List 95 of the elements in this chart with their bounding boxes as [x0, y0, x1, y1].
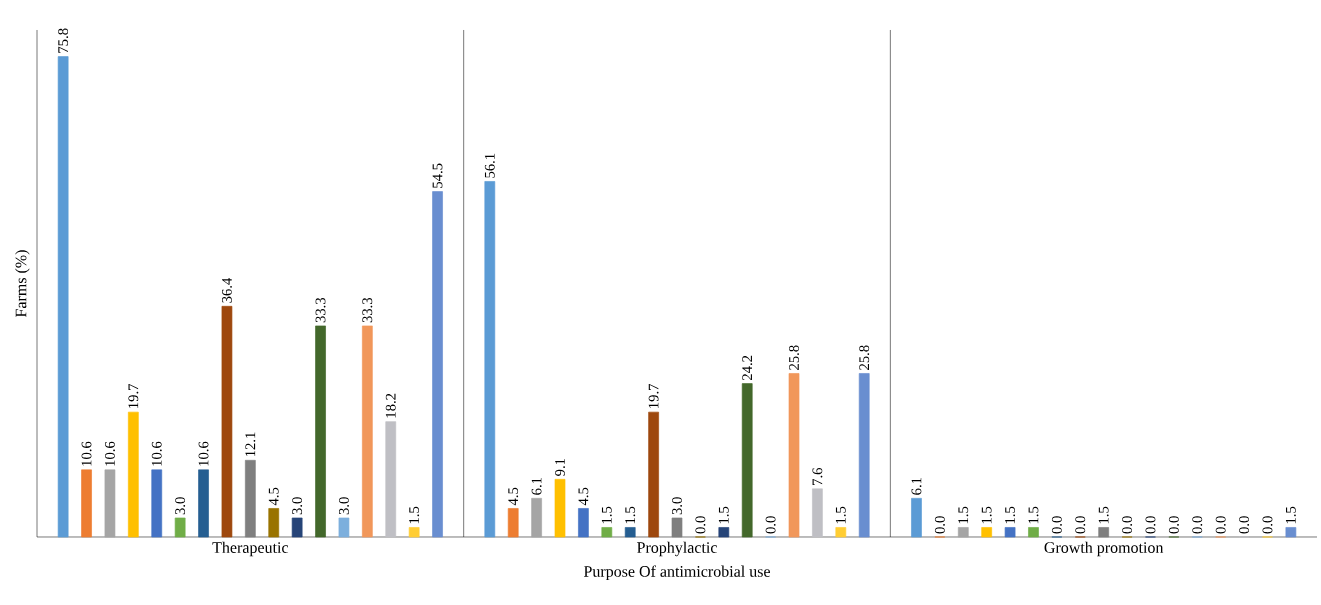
bar [81, 469, 92, 538]
data-label: 1.5 [1098, 506, 1109, 524]
data-label: 0.0 [695, 516, 706, 534]
data-label: 1.5 [625, 506, 636, 524]
data-label: 75.8 [58, 28, 69, 53]
data-label: 0.0 [1262, 516, 1273, 534]
data-label: 0.0 [1192, 516, 1203, 534]
data-label: 0.0 [934, 516, 945, 534]
bar [788, 373, 800, 538]
data-label: 1.5 [1285, 506, 1296, 524]
bar [245, 459, 256, 538]
data-label: 0.0 [1075, 516, 1086, 534]
bar [601, 527, 613, 538]
data-label: 4.5 [508, 487, 519, 506]
x-tick-label: Prophylactic [637, 541, 717, 557]
bar [911, 497, 922, 538]
data-label: 7.6 [812, 467, 823, 485]
data-label: 0.0 [1215, 516, 1226, 534]
bar [1285, 527, 1297, 538]
data-label: 0.0 [765, 516, 776, 534]
bar [624, 527, 636, 538]
bar [507, 508, 519, 538]
bar [291, 517, 303, 538]
data-label: 1.5 [601, 506, 612, 524]
bar [1028, 527, 1039, 538]
data-label: 19.7 [128, 383, 139, 408]
bar [128, 411, 139, 538]
bar [268, 508, 280, 538]
bar [1098, 527, 1110, 538]
bar [221, 305, 233, 538]
data-label: 3.0 [175, 497, 186, 515]
data-label: 56.1 [484, 153, 495, 178]
data-label: 0.0 [1051, 516, 1062, 534]
bar [104, 469, 116, 538]
data-label: 6.1 [911, 477, 922, 495]
bar [718, 527, 730, 538]
data-label: 24.2 [742, 355, 753, 381]
data-label: 3.0 [292, 497, 303, 515]
bar [362, 325, 373, 538]
data-label: 3.0 [338, 497, 349, 515]
bar [484, 181, 496, 538]
data-label: 4.5 [578, 487, 589, 506]
data-label: 0.0 [1122, 516, 1133, 534]
y-axis-title: Farms (%) [15, 250, 30, 318]
bar [812, 488, 823, 538]
bar [198, 469, 209, 538]
data-label: 1.5 [981, 506, 992, 524]
bar [578, 508, 589, 538]
x-tick-label: Growth promotion [1044, 541, 1164, 557]
data-label: 6.1 [531, 477, 542, 495]
bar [671, 517, 683, 538]
data-label: 33.3 [362, 297, 373, 323]
data-label: 1.5 [835, 506, 846, 524]
data-label: 10.6 [81, 441, 92, 466]
data-label: 10.6 [151, 441, 162, 466]
data-label: 54.5 [432, 163, 443, 188]
bar [531, 497, 542, 538]
bar [315, 325, 326, 538]
data-label: 18.2 [385, 393, 396, 418]
x-tick-label: Therapeutic [212, 541, 289, 557]
data-label: 25.8 [859, 345, 870, 370]
data-label: 10.6 [104, 441, 115, 466]
bar [554, 478, 566, 538]
data-label: 36.4 [221, 277, 232, 303]
bar [151, 469, 163, 538]
data-label: 0.0 [1239, 516, 1250, 534]
data-label: 9.1 [555, 458, 565, 476]
data-label: 1.5 [409, 506, 420, 524]
data-label: 1.5 [958, 506, 969, 524]
bar [408, 527, 420, 538]
data-label: 19.7 [648, 383, 659, 408]
bar [835, 527, 847, 538]
data-label: 1.5 [1028, 506, 1039, 524]
bar [957, 527, 969, 538]
bar [741, 383, 753, 538]
data-label: 4.5 [268, 487, 279, 506]
bar [1004, 527, 1016, 538]
data-label: 1.5 [718, 506, 729, 524]
data-label: 0.0 [1168, 516, 1179, 534]
bar [432, 191, 443, 538]
data-label: 1.5 [1005, 506, 1016, 524]
bar [648, 411, 659, 538]
data-label: 12.1 [245, 432, 256, 457]
bar [338, 517, 350, 538]
x-axis-title: Purpose Of antimicrobial use [583, 565, 770, 581]
bar [385, 421, 397, 538]
bar [57, 56, 69, 538]
data-label: 25.8 [789, 345, 799, 370]
data-label: 0.0 [1145, 516, 1156, 534]
data-label: 33.3 [315, 297, 326, 323]
bar [981, 527, 993, 538]
data-label: 10.6 [198, 441, 209, 466]
data-label: 3.0 [672, 497, 682, 515]
bar [174, 517, 186, 538]
bar [858, 373, 870, 538]
